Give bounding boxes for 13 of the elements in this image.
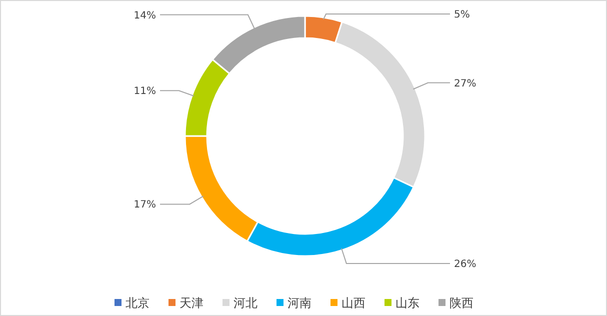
data-label: 27%	[454, 78, 476, 90]
data-label: 26%	[454, 258, 476, 270]
legend-label: 河南	[288, 296, 312, 310]
legend-label: 天津	[180, 296, 204, 310]
data-label: 17%	[134, 200, 156, 211]
legend-label: 陕西	[450, 296, 474, 310]
data-label: 14%	[134, 10, 156, 22]
legend-label: 山东	[396, 296, 420, 310]
legend-label: 北京	[126, 296, 150, 310]
legend-label: 山西	[342, 296, 366, 310]
legend-label: 河北	[234, 296, 258, 310]
data-label: 11%	[134, 86, 156, 98]
data-label: 5%	[454, 10, 470, 20]
